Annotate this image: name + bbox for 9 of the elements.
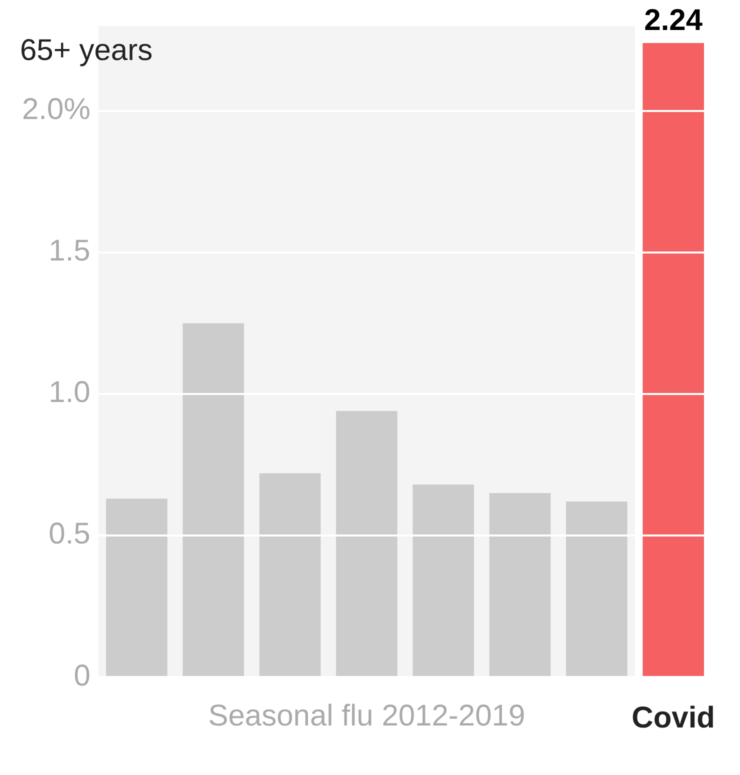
text: Seasonal flu 2012-2019 — [208, 699, 526, 732]
y-tick-label: 1.5 — [48, 234, 90, 268]
x-tick-label: Covid — [632, 701, 716, 734]
chart-title: 65+ years — [20, 34, 153, 67]
y-tick-label: 1.0 — [48, 376, 90, 410]
y-tick-label: 2.0% — [22, 93, 90, 126]
data-label: 2.24 — [644, 4, 703, 38]
y-tick-label: 0 — [74, 659, 90, 692]
y-tick-label: 0.5 — [48, 518, 90, 551]
